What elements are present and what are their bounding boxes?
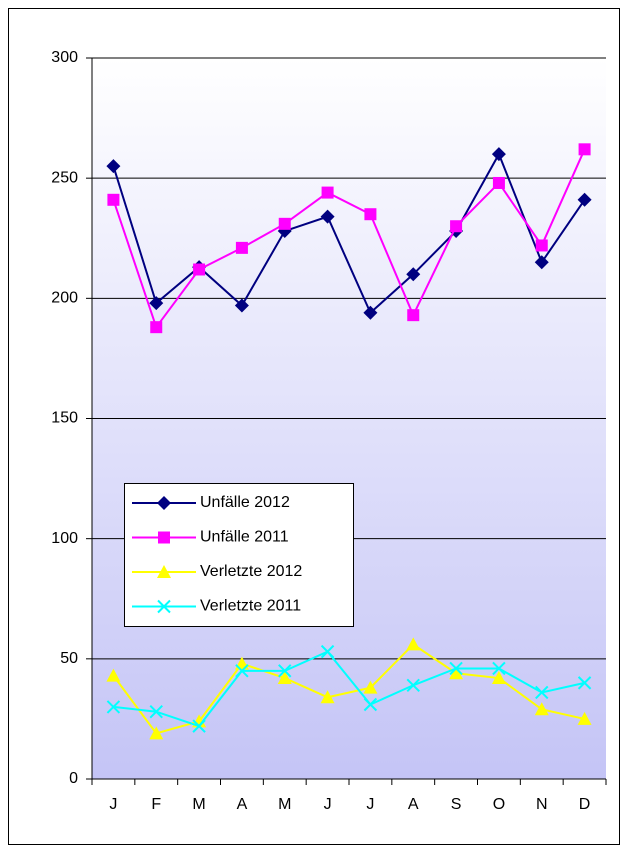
y-tick-label: 200 <box>51 290 78 307</box>
data-point <box>577 676 592 690</box>
data-point <box>106 668 121 682</box>
data-point <box>491 147 506 162</box>
data-point <box>364 208 377 221</box>
x-tick-label: A <box>408 796 419 813</box>
data-point <box>450 220 463 233</box>
y-tick-label: 300 <box>51 49 78 66</box>
data-point <box>406 267 421 282</box>
x-tick-label: O <box>493 796 505 813</box>
legend: Unfälle 2012 Unfälle 2011 Verletzte 2012 Ve… <box>124 483 354 627</box>
data-point <box>320 644 335 659</box>
legend-marker <box>158 531 170 544</box>
legend-label: Unfälle 2012 <box>200 494 290 511</box>
data-point <box>363 680 378 694</box>
x-tick-label: D <box>579 796 591 813</box>
y-tick-label: 50 <box>60 650 78 667</box>
data-point <box>192 719 206 733</box>
data-point <box>449 661 463 676</box>
data-point <box>363 697 378 712</box>
data-point <box>149 704 163 719</box>
data-point <box>320 209 335 224</box>
series-line <box>113 650 585 728</box>
data-point <box>535 239 548 252</box>
y-tick-label: 0 <box>69 770 78 787</box>
legend-label: Unfälle 2011 <box>200 529 289 546</box>
data-point <box>363 305 378 320</box>
data-point <box>320 690 335 704</box>
data-point <box>407 309 420 322</box>
data-point <box>492 661 506 676</box>
data-point <box>534 255 549 270</box>
x-tick-label: J <box>324 796 332 813</box>
x-tick-label: M <box>278 796 291 813</box>
data-point <box>149 296 164 311</box>
data-point <box>449 666 464 680</box>
data-point <box>492 176 505 189</box>
data-point <box>149 726 164 740</box>
data-point <box>278 217 291 230</box>
data-point <box>234 298 249 313</box>
data-point <box>406 678 420 692</box>
data-point <box>235 664 249 678</box>
data-point <box>406 637 421 651</box>
x-tick-label: M <box>192 796 205 813</box>
data-point <box>235 241 248 254</box>
data-point <box>106 159 121 174</box>
x-tick-label: J <box>109 796 117 813</box>
data-point <box>106 700 121 714</box>
x-tick-label: F <box>151 796 161 813</box>
legend-label: Verletzte 2012 <box>200 563 302 580</box>
data-point <box>321 186 334 199</box>
data-point <box>150 321 163 334</box>
data-point <box>107 193 120 206</box>
legend-marker <box>157 599 171 614</box>
data-point <box>578 143 591 156</box>
data-point <box>534 702 549 716</box>
legend-marker <box>157 565 171 578</box>
y-tick-label: 250 <box>51 169 78 186</box>
data-point <box>577 192 592 207</box>
data-point <box>535 685 549 700</box>
y-tick-label: 150 <box>51 410 78 427</box>
legend-marker <box>157 496 171 510</box>
y-tick-label: 100 <box>51 530 78 547</box>
series-line <box>112 148 586 330</box>
data-point <box>278 664 292 678</box>
legend-label: Verletzte 2011 <box>200 598 301 615</box>
data-point <box>277 671 292 685</box>
data-point <box>577 711 592 725</box>
x-tick-label: N <box>536 796 548 813</box>
data-point <box>491 671 506 685</box>
series-line <box>112 151 586 315</box>
x-tick-label: A <box>237 796 248 813</box>
x-tick-label: J <box>366 796 374 813</box>
data-point <box>193 263 206 276</box>
x-tick-label: S <box>451 796 462 813</box>
